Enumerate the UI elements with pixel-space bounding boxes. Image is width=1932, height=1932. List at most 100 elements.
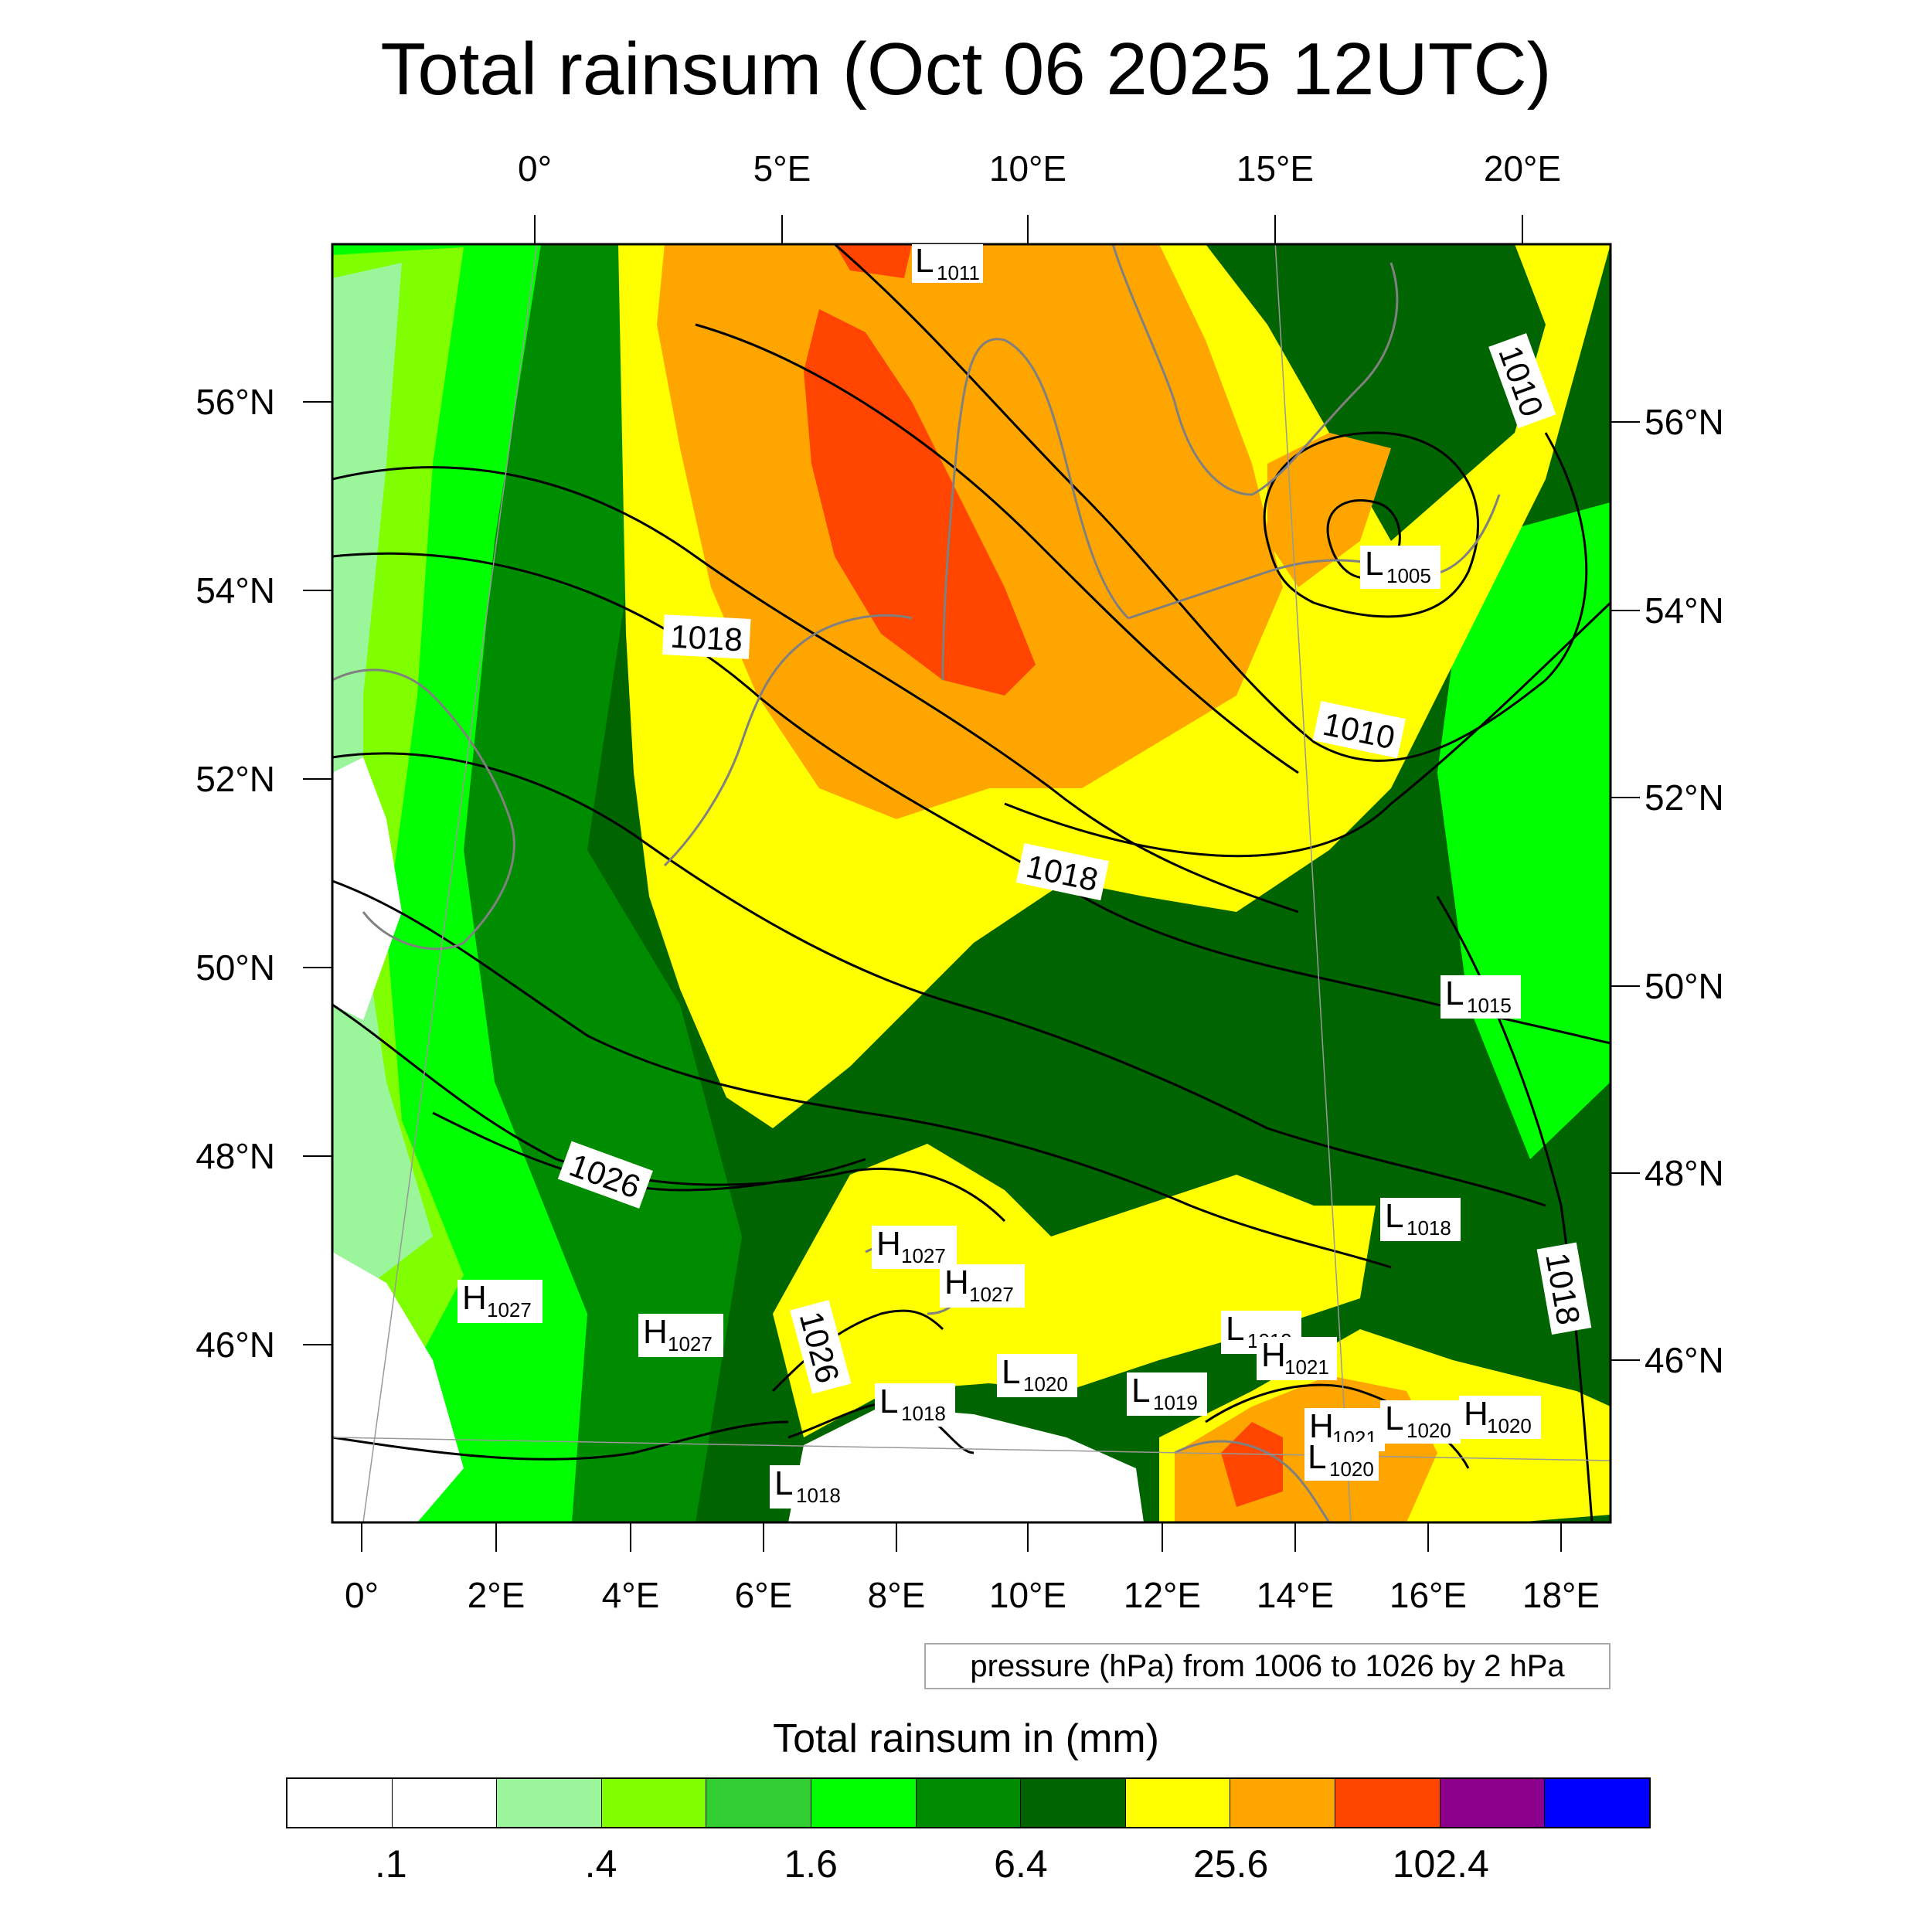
colorbar-swatch (287, 1779, 393, 1827)
bottom-lon-label: 6°E (735, 1575, 793, 1615)
top-lon-label: 5°E (753, 148, 811, 189)
colorbar-swatch (1230, 1779, 1336, 1827)
isobar-1014 (695, 323, 1299, 774)
colorbar-swatch (1021, 1779, 1126, 1827)
coastline-scandinavia (1111, 244, 1399, 496)
pressure-center-label: L 1005 (1360, 545, 1440, 589)
left-lat-label: 54°N (196, 570, 275, 611)
bottom-lon-label: 2°E (468, 1575, 526, 1615)
pressure-center-label: H 1027 (457, 1279, 543, 1323)
pressure-center-type: L (774, 1464, 793, 1502)
pressure-center-value: 1020 (1023, 1372, 1068, 1396)
graticule-meridian-0 (362, 244, 538, 1522)
colorbar-swatch (1545, 1779, 1649, 1827)
graticule-meridian-15 (1274, 244, 1352, 1522)
pressure-center-label: L 1011 (912, 242, 983, 284)
pressure-center-label: L 1018 (770, 1464, 850, 1509)
pressure-center-value: 1020 (1406, 1419, 1451, 1442)
pressure-center-label: L 1019 (1127, 1372, 1207, 1416)
pressure-center-type: L (1385, 1197, 1403, 1235)
pressure-center-label: L 1015 (1440, 975, 1521, 1019)
colorbar-swatch (1440, 1779, 1546, 1827)
rain-red-north (835, 244, 912, 278)
pressure-center-value: 1027 (901, 1244, 946, 1267)
pressure-center-type: L (1226, 1310, 1244, 1348)
top-lon-label: 15°E (1236, 148, 1314, 189)
colorbar-swatch (1125, 1779, 1231, 1827)
left-lat-label: 52°N (196, 759, 275, 799)
rain-yellow-alps (773, 1144, 1376, 1437)
colorbar-swatch (1335, 1779, 1440, 1827)
bottom-lon-label: 8°E (868, 1575, 926, 1615)
coastline-netherlands (663, 614, 913, 867)
pressure-center-type: L (1131, 1372, 1150, 1410)
colorbar-swatch (392, 1779, 498, 1827)
contour-note: pressure (hPa) from 1006 to 1026 by 2 hP… (924, 1643, 1611, 1689)
pressure-center-value: 1021 (1284, 1355, 1329, 1379)
pressure-center-value: 1020 (1487, 1414, 1532, 1437)
colorbar-swatch (706, 1779, 812, 1827)
pressure-center-label: L 1020 (1380, 1400, 1461, 1444)
isobar-alps-1026 (771, 1309, 944, 1393)
left-lat-label: 50°N (196, 947, 275, 988)
pressure-center-label: H 1027 (872, 1225, 957, 1269)
coastline-adriatic (1174, 1440, 1331, 1522)
pressure-center-type: L (1308, 1438, 1326, 1476)
colorbar-label: 1.6 (784, 1842, 838, 1886)
pressure-center-label: L 1018 (1380, 1197, 1461, 1241)
colorbar-swatch (601, 1779, 707, 1827)
pressure-center-value: 1011 (937, 261, 980, 284)
isobar-1010-closed (1263, 431, 1480, 618)
pressure-center-type: H (643, 1313, 668, 1351)
bottom-lon-label: 14°E (1257, 1575, 1334, 1615)
colorbar-label: .1 (374, 1842, 407, 1886)
rain-orange-east (1267, 433, 1391, 587)
colorbar (286, 1777, 1651, 1828)
rain-white-south-west (332, 1252, 464, 1522)
top-lon-label: 20°E (1484, 148, 1561, 189)
contour-label-1018-east: 1018 (1536, 1242, 1592, 1335)
colorbar-swatch (916, 1779, 1022, 1827)
colorbar-label: 102.4 (1392, 1842, 1489, 1886)
pressure-center-type: H (944, 1264, 969, 1301)
left-lat-label: 46°N (196, 1325, 275, 1365)
top-lon-label: 0° (518, 148, 552, 189)
pressure-center-value: 1018 (796, 1484, 841, 1507)
pressure-center-value: 1018 (901, 1402, 946, 1425)
pressure-center-type: H (876, 1225, 901, 1263)
pressure-center-value: 1020 (1329, 1458, 1374, 1481)
pressure-center-type: L (1385, 1400, 1403, 1437)
bottom-lon-label: 4°E (602, 1575, 660, 1615)
coastline-baltic (1128, 494, 1501, 620)
bottom-lon-label: 18°E (1522, 1575, 1600, 1615)
pressure-center-type: L (1445, 975, 1464, 1012)
pressure-center-type: H (1464, 1395, 1488, 1433)
right-lat-label: 50°N (1645, 966, 1724, 1006)
right-lat-label: 52°N (1645, 777, 1724, 818)
rain-pale-green-coast (332, 263, 433, 1314)
left-lat-label: 48°N (196, 1136, 275, 1176)
pressure-center-label: L 1020 (1304, 1438, 1379, 1481)
isobar-1024 (332, 1003, 1006, 1223)
pressure-center-value: 1018 (1406, 1216, 1451, 1240)
pressure-center-label: L 1020 (997, 1353, 1077, 1397)
pressure-center-label: H 1027 (638, 1313, 723, 1357)
isobar-1012 (834, 244, 1588, 762)
colorbar-title: Total rainsum in (mm) (773, 1716, 1159, 1761)
map-title: Total rainsum (Oct 06 2025 12UTC) (380, 28, 1552, 111)
pressure-center-label: H 1021 (1257, 1336, 1337, 1380)
colorbar-label: 25.6 (1192, 1842, 1269, 1886)
contour-label-1010-south: 1010 (1312, 701, 1406, 759)
pressure-center-value: 1027 (668, 1332, 713, 1355)
bottom-lon-label: 12°E (1124, 1575, 1201, 1615)
rain-white-alps (788, 1406, 1144, 1522)
coastline-british-isles (332, 668, 515, 951)
pressure-center-value: 1019 (1153, 1391, 1198, 1414)
right-lat-label: 54°N (1645, 590, 1724, 631)
rain-red-core (804, 309, 1036, 696)
left-lat-label: 56°N (196, 382, 275, 422)
pressure-center-type: H (1261, 1336, 1286, 1374)
pressure-center-label: H 1027 (940, 1264, 1025, 1308)
right-lat-label: 56°N (1645, 402, 1724, 442)
